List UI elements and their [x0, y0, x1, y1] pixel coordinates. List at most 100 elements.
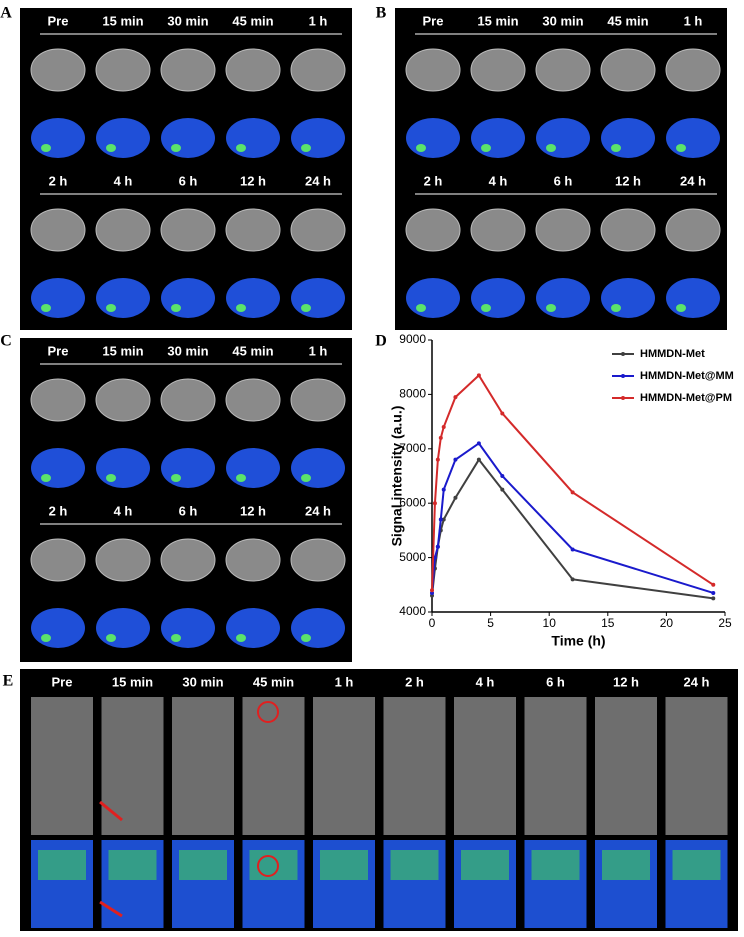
hotspot [611, 304, 621, 312]
mr-image [665, 208, 721, 252]
pseudo-color-image [226, 608, 280, 648]
pseudo-color-image [406, 118, 460, 158]
pseudo-color-image [471, 118, 525, 158]
time-label: 24 h [683, 674, 709, 689]
x-tick-label: 15 [601, 616, 615, 630]
data-point [438, 517, 443, 522]
legend-label: HMMDN-Met@MM [640, 370, 734, 382]
mr-image [160, 48, 216, 92]
mr-image [665, 48, 721, 92]
time-label: 45 min [232, 343, 273, 358]
green-region [390, 850, 439, 880]
pseudo-color-image [96, 608, 150, 648]
hotspot [236, 634, 246, 642]
data-point [500, 487, 505, 492]
data-point [453, 457, 458, 462]
panel-label: D [375, 333, 387, 350]
pseudo-color-image [161, 278, 215, 318]
hotspot [676, 144, 686, 152]
x-tick-label: 20 [660, 616, 674, 630]
mr-image [535, 208, 591, 252]
data-point [441, 517, 446, 522]
legend-marker [621, 352, 625, 356]
mr-image [535, 48, 591, 92]
time-label: Pre [52, 674, 73, 689]
hotspot [546, 304, 556, 312]
mr-image [160, 538, 216, 582]
data-point [476, 457, 481, 462]
time-label: 2 h [49, 503, 68, 518]
hotspot [236, 304, 246, 312]
mr-image [383, 697, 446, 835]
panel-label: A [0, 5, 12, 22]
time-label: 15 min [102, 13, 143, 28]
pseudo-color-image [291, 118, 345, 158]
hotspot [236, 474, 246, 482]
mr-image [290, 208, 346, 252]
mr-image [95, 538, 151, 582]
x-tick-label: 0 [429, 616, 436, 630]
y-tick-label: 8000 [399, 387, 426, 401]
data-point [430, 588, 434, 593]
data-point [500, 474, 505, 478]
panel-label: B [376, 5, 387, 22]
hotspot [171, 144, 181, 152]
time-label: 6 h [546, 674, 565, 689]
pseudo-color-image [291, 448, 345, 488]
legend-marker [621, 374, 625, 378]
mr-image [31, 697, 93, 835]
data-point [435, 457, 440, 462]
time-label: 4 h [114, 173, 133, 188]
mr-image [405, 48, 461, 92]
pseudo-color-image [291, 278, 345, 318]
data-point [441, 425, 446, 430]
data-point [570, 577, 575, 582]
mr-image [470, 48, 526, 92]
pseudo-color-image [601, 118, 655, 158]
data-point [570, 547, 575, 552]
y-tick-label: 5000 [399, 550, 426, 564]
pseudo-color-image [96, 118, 150, 158]
data-point [432, 501, 437, 506]
time-label: 30 min [167, 13, 208, 28]
mr-image [225, 538, 281, 582]
data-point [500, 411, 505, 416]
time-label: 24 h [680, 173, 706, 188]
hotspot [481, 144, 491, 152]
legend-label: HMMDN-Met@PM [640, 392, 732, 404]
pseudo-color-image [161, 118, 215, 158]
hotspot [546, 144, 556, 152]
hotspot [481, 304, 491, 312]
time-label: 24 h [305, 173, 331, 188]
mr-image [160, 208, 216, 252]
time-label: 15 min [112, 674, 153, 689]
hotspot [41, 304, 51, 312]
data-point [441, 487, 446, 492]
time-label: 24 h [305, 503, 331, 518]
pseudo-color-image [226, 118, 280, 158]
hotspot [416, 304, 426, 312]
data-point [435, 544, 440, 549]
hotspot [611, 144, 621, 152]
time-label: 12 h [613, 674, 639, 689]
time-label: 1 h [309, 13, 328, 28]
series-line [431, 441, 714, 594]
hotspot [41, 474, 51, 482]
mr-image [290, 48, 346, 92]
mr-image [470, 208, 526, 252]
time-label: 1 h [684, 13, 703, 28]
data-point [570, 490, 575, 495]
time-label: Pre [423, 13, 444, 28]
hotspot [106, 474, 116, 482]
data-point [453, 495, 458, 500]
data-point [453, 395, 458, 400]
pseudo-color-image [291, 608, 345, 648]
x-tick-label: 5 [487, 616, 494, 630]
mr-image [290, 378, 346, 422]
mr-image [160, 378, 216, 422]
pseudo-color-image [31, 278, 85, 318]
time-label: 12 h [615, 173, 641, 188]
y-tick-label: 6000 [399, 495, 426, 509]
mr-image [30, 538, 86, 582]
pseudo-color-image [96, 278, 150, 318]
